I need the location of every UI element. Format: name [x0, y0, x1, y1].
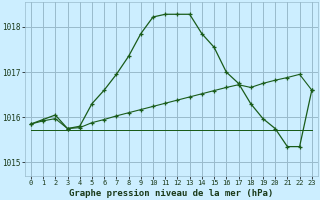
- X-axis label: Graphe pression niveau de la mer (hPa): Graphe pression niveau de la mer (hPa): [69, 189, 274, 198]
